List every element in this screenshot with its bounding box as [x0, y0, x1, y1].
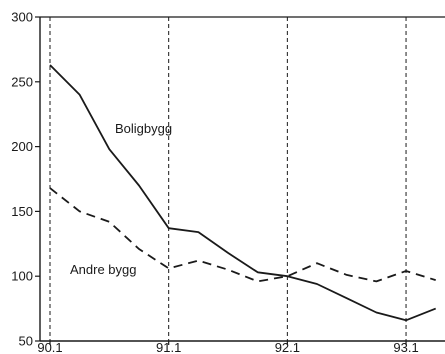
y-axis-ticks: 50 100 150 200 250 300 — [11, 10, 40, 349]
x-tick-label: 93.1 — [393, 340, 418, 354]
y-tick-label: 300 — [11, 10, 33, 25]
plot-frame — [39, 16, 445, 342]
series-labels: Boligbygg Andre bygg — [70, 121, 172, 277]
series-lines — [49, 64, 437, 322]
y-tick-label: 200 — [11, 139, 33, 154]
series-line-andre-bygg — [49, 187, 436, 283]
series-label-boligbygg: Boligbygg — [115, 121, 172, 136]
x-tick-label: 91.1 — [156, 340, 181, 354]
x-tick-label: 90.1 — [37, 340, 62, 354]
vertical-gridlines — [49, 17, 407, 341]
y-tick-label: 50 — [19, 334, 33, 349]
series-label-andre-bygg: Andre bygg — [70, 262, 137, 277]
y-tick-label: 250 — [11, 74, 33, 89]
series-line-boligbygg — [49, 64, 437, 322]
y-tick-label: 150 — [11, 204, 33, 219]
x-axis-ticks: 90.1 91.1 92.1 93.1 — [37, 340, 418, 354]
x-tick-label: 92.1 — [275, 340, 300, 354]
y-tick-label: 100 — [11, 269, 33, 284]
